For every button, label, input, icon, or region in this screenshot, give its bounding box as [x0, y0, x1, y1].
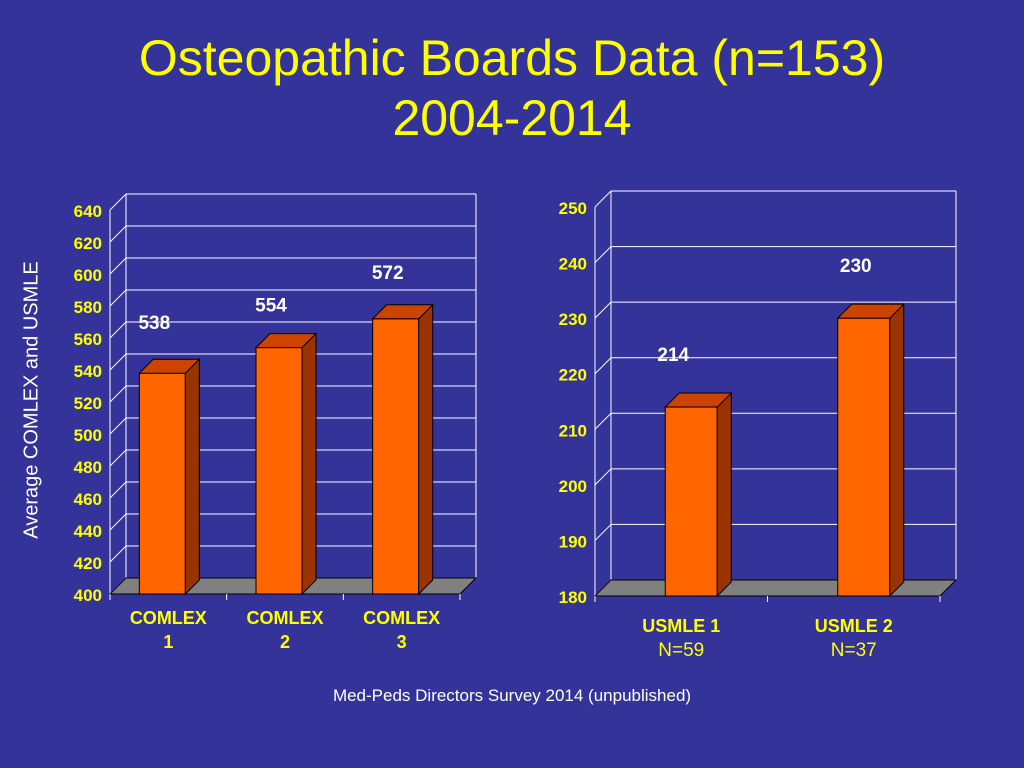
title-line-2: 2004-2014 — [392, 90, 632, 146]
comlex-tick-label: 640 — [74, 202, 102, 221]
comlex-gridline-side — [109, 289, 127, 307]
comlex-gridline-side — [109, 417, 127, 435]
comlex-tick-label: 560 — [74, 330, 102, 349]
usmle-gridline-side — [594, 524, 612, 541]
usmle-category-note: N=59 — [658, 640, 704, 661]
comlex-gridline-side — [109, 321, 127, 339]
comlex-tick-label: 600 — [74, 266, 102, 285]
usmle-value-label: 230 — [840, 256, 872, 277]
usmle-tick-label: 210 — [559, 421, 587, 440]
usmle-tick-label: 200 — [559, 477, 587, 496]
comlex-tick-label: 440 — [74, 522, 102, 541]
usmle-value-label: 214 — [657, 345, 689, 366]
comlex-tick-label: 480 — [74, 458, 102, 477]
usmle-bar-side-2 — [889, 302, 905, 598]
comlex-bar-top-3 — [371, 304, 434, 320]
usmle-category-note: N=37 — [831, 640, 877, 661]
usmle-gridline-side — [594, 412, 612, 430]
comlex-gridline-side — [109, 257, 127, 275]
usmle-tick-label: 180 — [559, 588, 587, 607]
usmle-category-label: USMLE 2 — [815, 616, 893, 636]
comlex-value-label: 538 — [138, 313, 170, 334]
usmle-bar-2 — [837, 317, 891, 597]
comlex-gridline-side — [109, 449, 127, 467]
comlex-value-label: 572 — [372, 263, 404, 284]
source-note: Med-Peds Directors Survey 2014 (unpublis… — [332, 686, 692, 705]
comlex-tick-label: 620 — [74, 234, 102, 253]
usmle-category-label: USMLE 1 — [642, 616, 720, 636]
comlex-tick-label: 520 — [74, 394, 102, 413]
comlex-gridline-side — [109, 193, 127, 211]
comlex-category-label: 1 — [163, 632, 173, 652]
comlex-tick-label: 500 — [74, 426, 102, 445]
comlex-tick-label: 420 — [74, 554, 102, 573]
comlex-category-label: COMLEX — [363, 608, 440, 628]
usmle-gridline-side — [594, 468, 612, 486]
comlex-gridline-side — [109, 225, 127, 243]
comlex-tick-label: 460 — [74, 490, 102, 509]
usmle-bar-top-1 — [664, 392, 733, 408]
usmle-bar-top-2 — [836, 303, 905, 319]
usmle-bar-side-1 — [716, 391, 732, 598]
comlex-category-label: 2 — [280, 632, 290, 652]
comlex-gridline-side — [109, 385, 127, 403]
slide-title: Osteopathic Boards Data (n=153) 2004-201… — [0, 28, 1024, 148]
usmle-tick-label: 220 — [559, 366, 587, 385]
comlex-value-label: 554 — [255, 296, 287, 317]
usmle-gridline-side — [594, 357, 612, 375]
comlex-tick-label: 540 — [74, 362, 102, 381]
comlex-tick-label: 400 — [74, 586, 102, 605]
usmle-gridline-side — [594, 246, 612, 263]
usmle-tick-label: 230 — [559, 310, 587, 329]
comlex-tick-label: 580 — [74, 298, 102, 317]
comlex-category-label: COMLEX — [130, 608, 207, 628]
usmle-tick-label: 250 — [559, 199, 587, 218]
usmle-gridline-side — [594, 301, 612, 319]
usmle-gridline-side — [594, 190, 612, 208]
comlex-gridline-side — [109, 545, 127, 563]
usmle-bar-1 — [664, 406, 718, 597]
comlex-bar-top-1 — [138, 358, 201, 374]
comlex-category-label: 3 — [397, 632, 407, 652]
comlex-gridline-side — [109, 513, 127, 531]
comlex-category-label: COMLEX — [246, 608, 323, 628]
comlex-gridline-side — [109, 481, 127, 499]
usmle-tick-label: 240 — [559, 255, 587, 274]
comlex-bar-2 — [255, 347, 303, 595]
usmle-tick-label: 190 — [559, 532, 587, 551]
title-line-1: Osteopathic Boards Data (n=153) — [138, 30, 886, 86]
comlex-bar-top-2 — [254, 333, 318, 349]
comlex-gridline-side — [109, 353, 127, 371]
